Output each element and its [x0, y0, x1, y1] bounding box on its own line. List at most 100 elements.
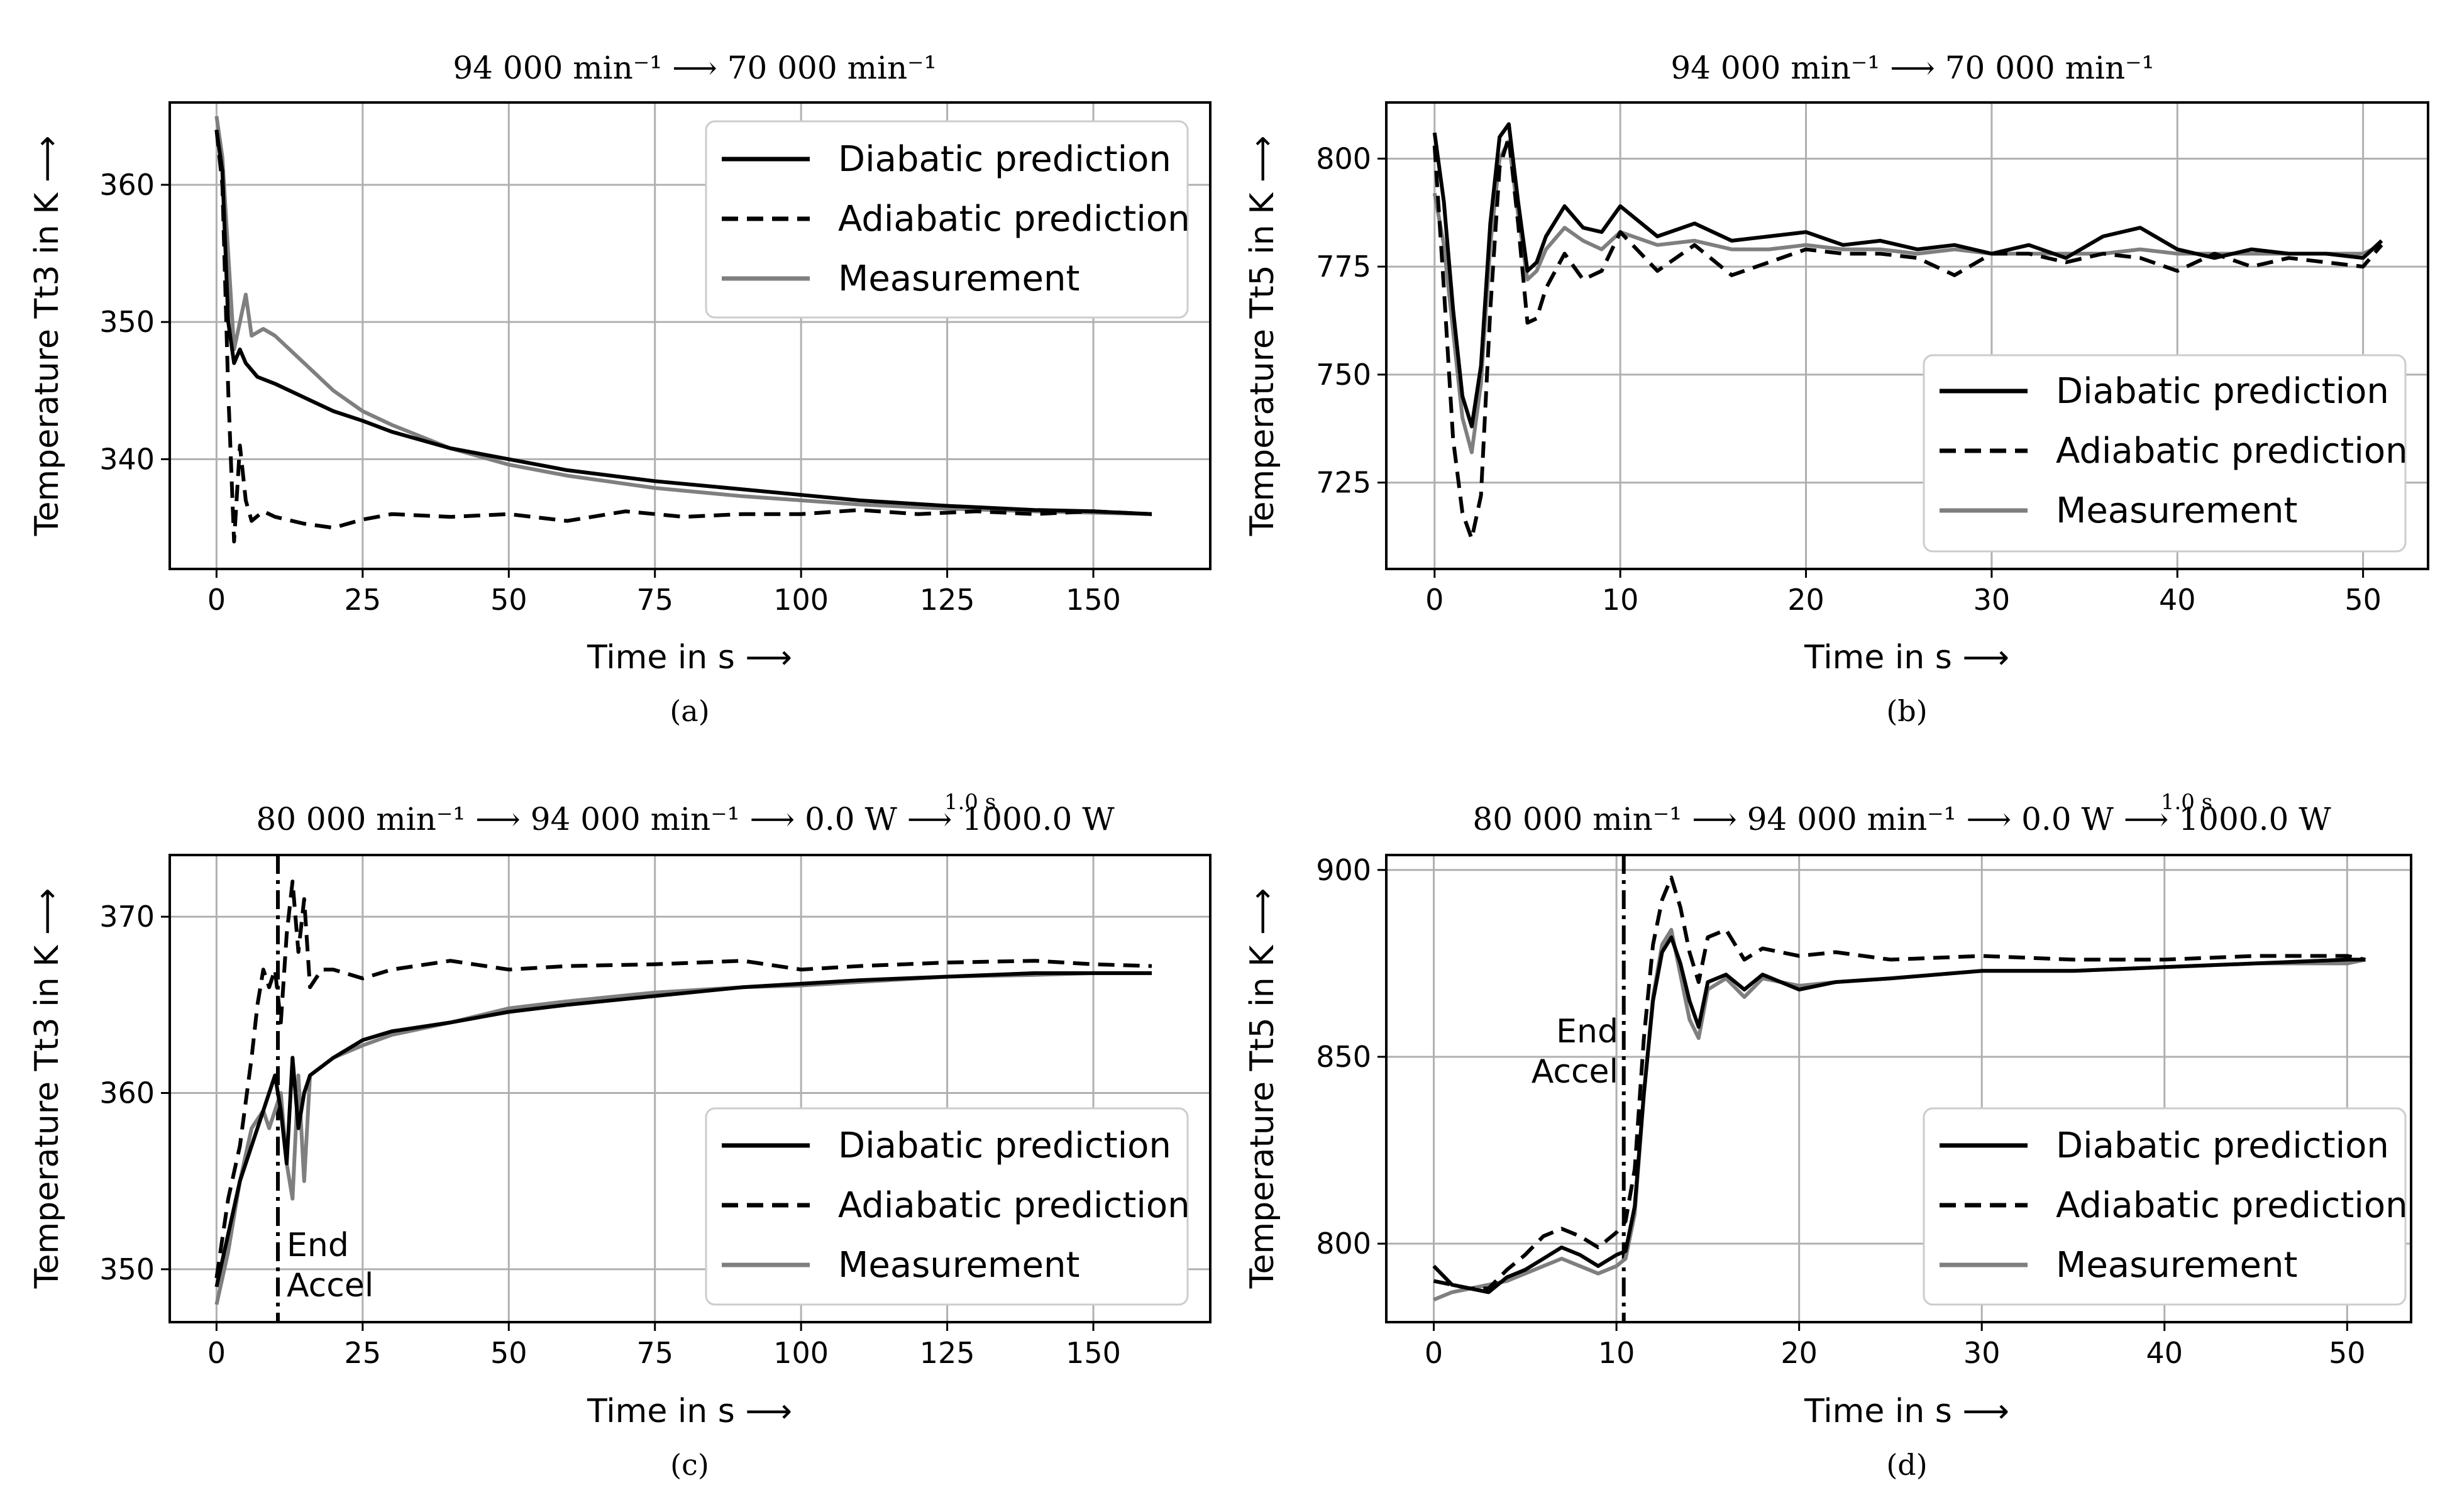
- end-accel-label-line2-c: Accel: [287, 1267, 373, 1305]
- panel-d-title: 80 000 min⁻¹ ⟶ 94 000 min⁻¹ ⟶ 0.0 W ⟶ 10…: [1472, 801, 2331, 837]
- axes-frame-a: [168, 101, 1212, 570]
- x-axis-label-a: Time in s ⟶: [587, 639, 792, 676]
- plot-area-a: 0 25 50 75 100 125 150 340 350 360: [99, 102, 1210, 617]
- caption-c: (c): [670, 1448, 709, 1482]
- series-diabatic-line-c: [214, 971, 1152, 1288]
- x-axis-label-d: Time in s ⟶: [1804, 1393, 2009, 1430]
- x-tick-label-b: 10: [1602, 583, 1639, 617]
- end-accel-label-line2-d: Accel: [1532, 1053, 1618, 1091]
- y-tick-label-c: 350: [99, 1252, 155, 1286]
- legend-c: Diabatic prediction Adiabatic prediction…: [705, 1107, 1190, 1306]
- x-tick-label-d: 20: [1780, 1336, 1818, 1370]
- legend-d: Diabatic prediction Adiabatic prediction…: [1923, 1107, 2408, 1306]
- axes-frame-d: [1385, 854, 2412, 1323]
- x-tick-label-a: 25: [345, 583, 382, 617]
- y-tick-label-c: 370: [99, 900, 155, 934]
- x-tick-label-b: 0: [1425, 583, 1444, 617]
- y-tick-label-b: 800: [1316, 141, 1371, 175]
- caption-b: (b): [1886, 694, 1927, 728]
- x-tick-label-c: 0: [207, 1336, 226, 1370]
- series-adiabatic-line-b: [1432, 135, 2383, 541]
- x-tick-label-a: 125: [920, 583, 975, 617]
- y-tick-label-b: 775: [1316, 250, 1371, 284]
- x-tick-label-b: 20: [1787, 583, 1824, 617]
- x-axis-label-c: Time in s ⟶: [587, 1393, 792, 1430]
- x-tick-label-d: 30: [1963, 1336, 2001, 1370]
- y-tick-label-c: 360: [99, 1076, 155, 1110]
- y-axis-label-b: Temperature Tt5 in K ⟶: [1244, 136, 1281, 537]
- y-axis-label-d: Temperature Tt5 in K ⟶: [1244, 888, 1281, 1289]
- series-adiabatic-line-a: [214, 130, 1152, 544]
- panel-a-title: 94 000 min⁻¹ ⟶ 70 000 min⁻¹: [453, 50, 936, 86]
- x-tick-label-a: 0: [207, 583, 226, 617]
- caption-a: (a): [670, 694, 709, 728]
- legend-label-adiabatic-b: Adiabatic prediction: [2056, 431, 2408, 472]
- y-tick-label-a: 360: [99, 168, 155, 202]
- y-tick-label-d: 800: [1316, 1227, 1371, 1261]
- legend-label-measurement-a: Measurement: [838, 258, 1079, 299]
- legend-box-a: [705, 120, 1189, 319]
- x-tick-label-c: 50: [490, 1336, 527, 1370]
- legend-b: Diabatic prediction Adiabatic prediction…: [1923, 354, 2408, 553]
- panel-b-title: 94 000 min⁻¹ ⟶ 70 000 min⁻¹: [1670, 50, 2154, 86]
- legend-label-diabatic-c: Diabatic prediction: [838, 1125, 1171, 1166]
- legend-label-adiabatic-c: Adiabatic prediction: [838, 1185, 1190, 1226]
- series-adiabatic-line-d: [1433, 875, 2366, 1291]
- legend-label-diabatic-d: Diabatic prediction: [2056, 1125, 2389, 1166]
- panel-b: 94 000 min⁻¹ ⟶ 70 000 min⁻¹ 0 10 20 30 40 50 7…: [1244, 50, 2429, 728]
- y-tick-label-b: 750: [1316, 358, 1371, 392]
- x-tick-label-d: 10: [1598, 1336, 1635, 1370]
- legend-label-measurement-d: Measurement: [2056, 1245, 2297, 1286]
- series-diabatic-line-a: [214, 130, 1152, 516]
- axes-frame-c: [168, 854, 1212, 1323]
- x-axis-label-b: Time in s ⟶: [1804, 639, 2009, 676]
- x-tick-label-b: 40: [2159, 583, 2196, 617]
- axes-frame-b: [1385, 101, 2429, 570]
- plot-area-b: 0 10 20 30 40 50 725 750 775 800: [1316, 102, 2428, 617]
- x-tick-label-c: 25: [345, 1336, 382, 1370]
- x-tick-label-c: 125: [920, 1336, 975, 1370]
- panel-c-title: 80 000 min⁻¹ ⟶ 94 000 min⁻¹ ⟶ 0.0 W ⟶ 10…: [256, 801, 1115, 837]
- panel-c: 80 000 min⁻¹ ⟶ 94 000 min⁻¹ ⟶ 0.0 W ⟶ 10…: [28, 790, 1212, 1482]
- end-accel-label-line1-c: End: [287, 1227, 349, 1264]
- series-measurement-line-b: [1432, 139, 2383, 455]
- legend-box-d: [1923, 1107, 2407, 1306]
- x-tick-label-d: 40: [2146, 1336, 2183, 1370]
- series-diabatic-line-b: [1432, 122, 2383, 429]
- y-tick-label-a: 350: [99, 305, 155, 339]
- legend-label-diabatic-a: Diabatic prediction: [838, 139, 1171, 180]
- x-tick-label-d: 50: [2329, 1336, 2366, 1370]
- legend-label-measurement-b: Measurement: [2056, 490, 2297, 531]
- panel-c-title-step: 1.0 s: [944, 790, 996, 815]
- x-tick-label-b: 50: [2344, 583, 2382, 617]
- caption-d: (d): [1886, 1448, 1927, 1482]
- y-tick-label-d: 850: [1316, 1040, 1371, 1074]
- series-measurement-line-a: [214, 116, 1152, 516]
- panel-d: 80 000 min⁻¹ ⟶ 94 000 min⁻¹ ⟶ 0.0 W ⟶ 10…: [1244, 790, 2412, 1482]
- x-tick-label-c: 75: [636, 1336, 673, 1370]
- legend-box-c: [705, 1107, 1189, 1306]
- y-axis-label-a: Temperature Tt3 in K ⟶: [28, 136, 66, 537]
- panel-d-title-step: 1.0 s: [2161, 790, 2212, 815]
- end-accel-label-line1-d: End: [1556, 1013, 1618, 1051]
- x-tick-label-a: 50: [490, 583, 527, 617]
- legend-label-adiabatic-a: Adiabatic prediction: [838, 199, 1190, 240]
- x-tick-label-c: 100: [773, 1336, 829, 1370]
- x-tick-label-b: 30: [1973, 583, 2011, 617]
- series-diabatic-line-d: [1432, 935, 2366, 1294]
- legend-label-measurement-c: Measurement: [838, 1245, 1079, 1286]
- legend-label-adiabatic-d: Adiabatic prediction: [2056, 1185, 2408, 1226]
- x-tick-label-a: 75: [636, 583, 673, 617]
- y-tick-label-b: 725: [1316, 466, 1371, 500]
- y-axis-label-c: Temperature Tt3 in K ⟶: [28, 888, 66, 1289]
- legend-a: Diabatic prediction Adiabatic prediction…: [705, 120, 1190, 319]
- y-tick-label-d: 900: [1316, 853, 1371, 887]
- x-tick-label-a: 100: [773, 583, 829, 617]
- legend-box-b: [1923, 354, 2407, 553]
- panel-a: 94 000 min⁻¹ ⟶ 70 000 min⁻¹ 0 25 50 75 100 12…: [28, 50, 1212, 728]
- legend-label-diabatic-b: Diabatic prediction: [2056, 371, 2389, 412]
- y-tick-label-a: 340: [99, 442, 155, 476]
- plot-area-c: 0 25 50 75 100 125 150 350 360 370: [99, 855, 1210, 1370]
- x-tick-label-d: 0: [1425, 1336, 1443, 1370]
